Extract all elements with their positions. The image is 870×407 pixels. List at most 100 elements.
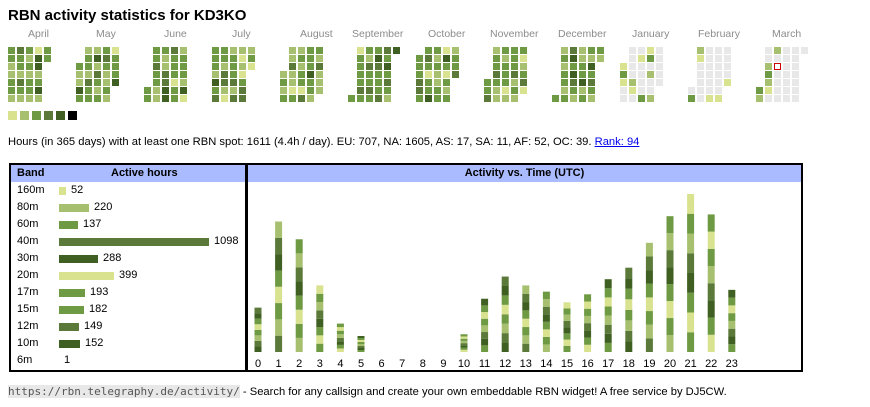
activity-bar-segment <box>316 327 324 336</box>
hour-tick-label: 4 <box>337 358 343 370</box>
calendar-day <box>162 95 169 102</box>
calendar-day <box>792 71 799 78</box>
band-row: 60m 137 <box>11 216 245 233</box>
band-name: 12m <box>17 320 39 332</box>
calendar-day <box>493 55 500 62</box>
calendar-day <box>180 87 187 94</box>
calendar-day <box>230 55 237 62</box>
calendar-day <box>765 87 772 94</box>
calendar-day <box>493 47 500 54</box>
calendar-day <box>588 47 595 54</box>
calendar-day <box>393 47 400 54</box>
hour-tick-label: 19 <box>643 358 655 370</box>
calendar-day <box>316 71 323 78</box>
calendar-day <box>171 95 178 102</box>
calendar-day <box>502 71 509 78</box>
calendar-day <box>375 55 382 62</box>
calendar-day <box>26 79 33 86</box>
activity-bar-segment <box>522 327 530 336</box>
band-hours-bar <box>59 340 80 348</box>
activity-bar-segment <box>254 335 262 341</box>
activity-bar-segment <box>645 256 653 271</box>
calendar-day <box>511 55 518 62</box>
month-label: June <box>164 28 187 40</box>
hour-tick-label: 13 <box>520 358 532 370</box>
calendar-day <box>520 79 527 86</box>
calendar-day <box>212 95 219 102</box>
calendar-day <box>230 87 237 94</box>
activity-bar-segment <box>295 281 303 296</box>
calendar-day <box>638 87 645 94</box>
calendar-day <box>85 71 92 78</box>
activity-bar-segment <box>522 285 530 294</box>
calendar-day <box>316 87 323 94</box>
calendar-day <box>280 87 287 94</box>
calendar-day <box>647 87 654 94</box>
activity-bar-segment <box>542 344 550 352</box>
calendar-day <box>366 87 373 94</box>
calendar-day <box>579 55 586 62</box>
activity-bar-segment <box>666 318 674 336</box>
calendar-day <box>597 55 604 62</box>
calendar-day <box>94 87 101 94</box>
calendar-day <box>425 87 432 94</box>
calendar-day <box>153 87 160 94</box>
calendar-day <box>103 47 110 54</box>
activity-bar-segment <box>481 332 489 339</box>
calendar-day <box>307 71 314 78</box>
band-name: 20m <box>17 269 39 281</box>
calendar-day <box>289 63 296 70</box>
calendar-day <box>588 95 595 102</box>
band-row: 12m 149 <box>11 318 245 335</box>
calendar-day <box>783 87 790 94</box>
activity-bar-segment <box>563 333 571 340</box>
calendar-day <box>493 71 500 78</box>
calendar-day <box>76 95 83 102</box>
calendar-day <box>17 55 24 62</box>
page-title: RBN activity statistics for KD3KO <box>8 7 247 24</box>
calendar-day <box>783 63 790 70</box>
calendar-day <box>171 71 178 78</box>
calendar-day <box>384 87 391 94</box>
band-hours-bar <box>59 204 89 212</box>
calendar-day <box>162 87 169 94</box>
activity-bar-segment <box>625 299 633 310</box>
activity-bar-segment <box>295 323 303 338</box>
legend-swatch <box>68 111 77 120</box>
calendar-day <box>792 95 799 102</box>
footer-url[interactable]: https://rbn.telegraphy.de/activity/ <box>8 385 240 398</box>
activity-bar-segment <box>645 283 653 298</box>
calendar-day <box>425 95 432 102</box>
calendar-day <box>502 87 509 94</box>
activity-bar-segment <box>645 242 653 257</box>
activity-bar-segment <box>728 289 736 298</box>
calendar-day <box>647 71 654 78</box>
hour-tick-label: 12 <box>499 358 511 370</box>
calendar-day <box>416 71 423 78</box>
activity-bar-segment <box>625 267 633 279</box>
rank-link[interactable]: Rank: 94 <box>594 136 640 148</box>
calendar-day <box>774 47 781 54</box>
calendar-day <box>112 71 119 78</box>
calendar-day <box>375 47 382 54</box>
calendar-day <box>307 79 314 86</box>
calendar-day <box>656 47 663 54</box>
calendar-day <box>17 79 24 86</box>
calendar-day <box>307 87 314 94</box>
calendar-day <box>765 55 772 62</box>
activity-bar-segment <box>316 335 324 344</box>
band-row: 160m 52 <box>11 182 245 199</box>
calendar-day <box>348 95 355 102</box>
calendar-day <box>316 47 323 54</box>
activity-bar-segment <box>563 320 571 328</box>
activity-bar-segment <box>604 342 612 352</box>
calendar-day <box>511 95 518 102</box>
calendar-day <box>561 87 568 94</box>
legend-swatch <box>20 111 29 120</box>
activity-bar-segment <box>336 348 344 352</box>
calendar-day <box>783 71 790 78</box>
calendar-day <box>792 47 799 54</box>
activity-bar-segment <box>728 344 736 352</box>
calendar-day <box>765 63 772 70</box>
calendar-day <box>561 79 568 86</box>
